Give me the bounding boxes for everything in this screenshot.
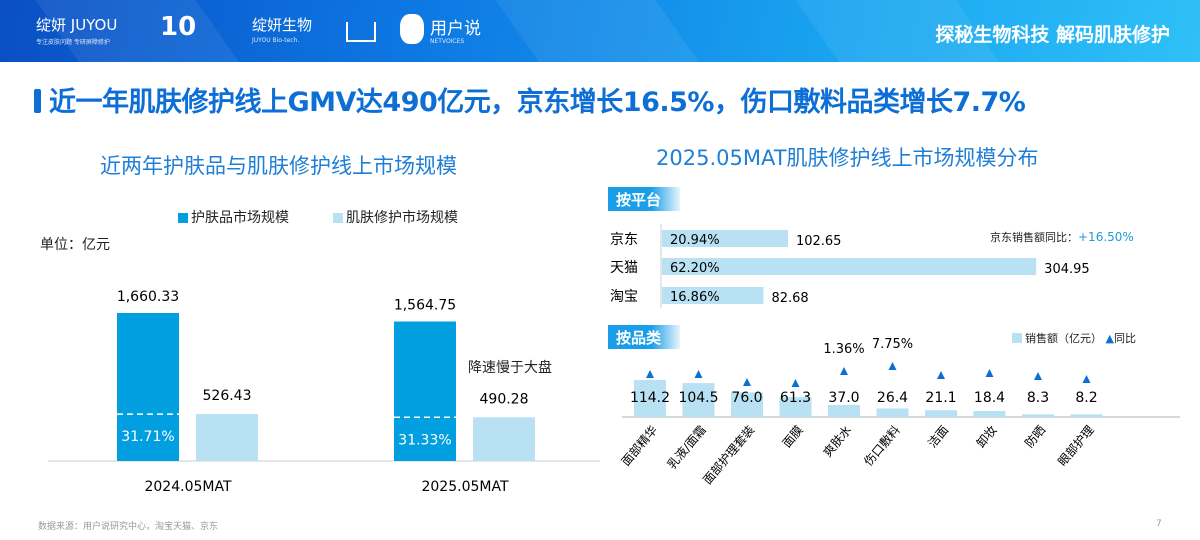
platform-value: 82.68: [771, 291, 808, 306]
platform-bar: [662, 258, 1037, 275]
left-chart-title: 近两年护肤品与肌肤修护线上市场规模: [100, 154, 457, 178]
platform-share: 20.94%: [670, 233, 720, 248]
yoy-triangle-marker: [888, 362, 897, 370]
data-source: 数据来源：用户说研究中心，淘宝天猫、京东: [38, 522, 219, 532]
yoy-triangle-marker: [1082, 375, 1091, 383]
page-number: 7: [1156, 519, 1162, 529]
category-value: 104.5: [678, 390, 718, 406]
bar-skincare: [394, 321, 456, 461]
share-label: 31.33%: [398, 432, 451, 448]
category-bar: [973, 411, 1006, 417]
category-label: 面膜: [780, 423, 806, 450]
category-label: 爽肤水: [820, 422, 855, 459]
category-value: 18.4: [974, 390, 1005, 406]
platform-tag: 按平台: [608, 187, 680, 211]
category-tag: 按品类: [608, 325, 680, 349]
category-bar: [1070, 414, 1103, 417]
category-value: 8.3: [1027, 390, 1049, 406]
platform-label: 京东: [610, 232, 638, 248]
yoy-triangle-marker: [743, 378, 751, 386]
yoy-label: 7.75%: [872, 337, 913, 352]
category-value: 26.4: [877, 390, 908, 406]
yoy-triangle-marker: [840, 367, 848, 375]
yoy-triangle-marker: [791, 379, 800, 387]
anniversary-logo: 10: [160, 12, 197, 42]
platform-share: 16.86%: [670, 290, 720, 305]
netvoices-logo: 用户说 NETVOICES: [400, 14, 481, 45]
bar-repair: [473, 417, 535, 461]
category-bar: [682, 383, 715, 417]
headline: 近一年肌肤修护线上GMV达490亿元，京东增长16.5%，伤口敷料品类增长7.7…: [34, 80, 1026, 119]
category-label: 卸妆: [973, 422, 1000, 450]
yoy-triangle-marker: [694, 370, 703, 378]
category-bar: [634, 379, 666, 417]
bar-value-label: 1,564.75: [394, 298, 456, 314]
category-value: 61.3: [780, 390, 811, 406]
category-bar: [876, 408, 909, 417]
slogan: 探秘生物科技 解码肌肤修护: [935, 24, 1170, 46]
platform-value: 304.95: [1044, 262, 1090, 277]
category-value: 8.2: [1075, 390, 1097, 406]
annotation: 降速慢于大盘: [468, 360, 552, 376]
legend-repair: 肌肤修护市场规模: [333, 207, 458, 227]
yoy-triangle-marker: [985, 369, 994, 377]
category-value: 21.1: [925, 390, 956, 406]
headline-text: 近一年肌肤修护线上GMV达490亿元，京东增长16.5%，伤口敷料品类增长7.7…: [49, 87, 1026, 118]
category-value: 114.2: [630, 390, 670, 406]
category-bar: [779, 397, 812, 417]
category-value: 37.0: [828, 390, 859, 406]
exclamation-icon: [34, 89, 41, 113]
category-value: 76.0: [731, 390, 762, 406]
category-bar: [828, 405, 860, 417]
platform-bar: [662, 230, 788, 247]
category-label: 眼部护理: [1054, 422, 1096, 468]
yoy-triangle-marker: [646, 370, 654, 378]
brand-logo: [346, 22, 376, 42]
yoy-label: 1.36%: [823, 342, 864, 357]
platform-label: 天猫: [610, 260, 638, 276]
category-label: 乳液/面霜: [664, 422, 709, 472]
header-banner: 绽妍 JUYOU 专注皮肤问题 专研屏障修护 10 绽妍生物 JUYOU Bio-t…: [0, 0, 1200, 62]
legend-skincare: 护肤品市场规模: [178, 207, 289, 227]
yoy-triangle-marker: [937, 371, 945, 379]
category-label: 面部精华: [618, 422, 660, 468]
unit-label: 单位：亿元: [40, 237, 110, 253]
platform-share: 62.20%: [670, 261, 720, 276]
bar-repair: [196, 414, 258, 461]
category-label: 防晒: [1021, 422, 1048, 450]
bar-value-label: 490.28: [480, 391, 529, 407]
x-tick-label: 2024.05MAT: [144, 479, 231, 495]
right-charts: 京东 20.94% 102.65 天猫 62.20% 304.95 淘宝 16.86% 82.6…: [610, 224, 1180, 487]
right-chart-title: 2025.05MAT肌肤修护线上市场规模分布: [656, 146, 1039, 170]
category-label: 伤口敷料: [860, 422, 902, 468]
bar-value-label: 526.43: [203, 388, 252, 404]
platform-label: 淘宝: [610, 289, 638, 305]
category-bar: [731, 392, 763, 417]
juyou-logo: 绽妍 JUYOU 专注皮肤问题 专研屏障修护: [36, 16, 118, 46]
share-label: 31.71%: [121, 429, 174, 445]
platform-value: 102.65: [796, 234, 842, 249]
juyou-biotech-logo: 绽妍生物 JUYOU Bio-tech.: [252, 16, 313, 44]
platform-bar: [662, 287, 764, 304]
left-bar-chart: 1,660.33 526.43 31.71% 2024.05MAT 1,564.75 49…: [48, 289, 600, 495]
jd-yoy-note: 京东销售额同比：+16.50%: [990, 230, 1134, 244]
bar-skincare: [117, 313, 179, 461]
x-tick-label: 2025.05MAT: [421, 479, 508, 495]
category-bar: [1022, 414, 1054, 417]
bar-value-label: 1,660.33: [117, 289, 179, 305]
category-bar: [925, 410, 957, 417]
category-legend: 销售额（亿元） ▲同比: [1012, 330, 1136, 346]
yoy-triangle-marker: [1034, 372, 1042, 380]
category-label: 洁面: [925, 423, 951, 450]
